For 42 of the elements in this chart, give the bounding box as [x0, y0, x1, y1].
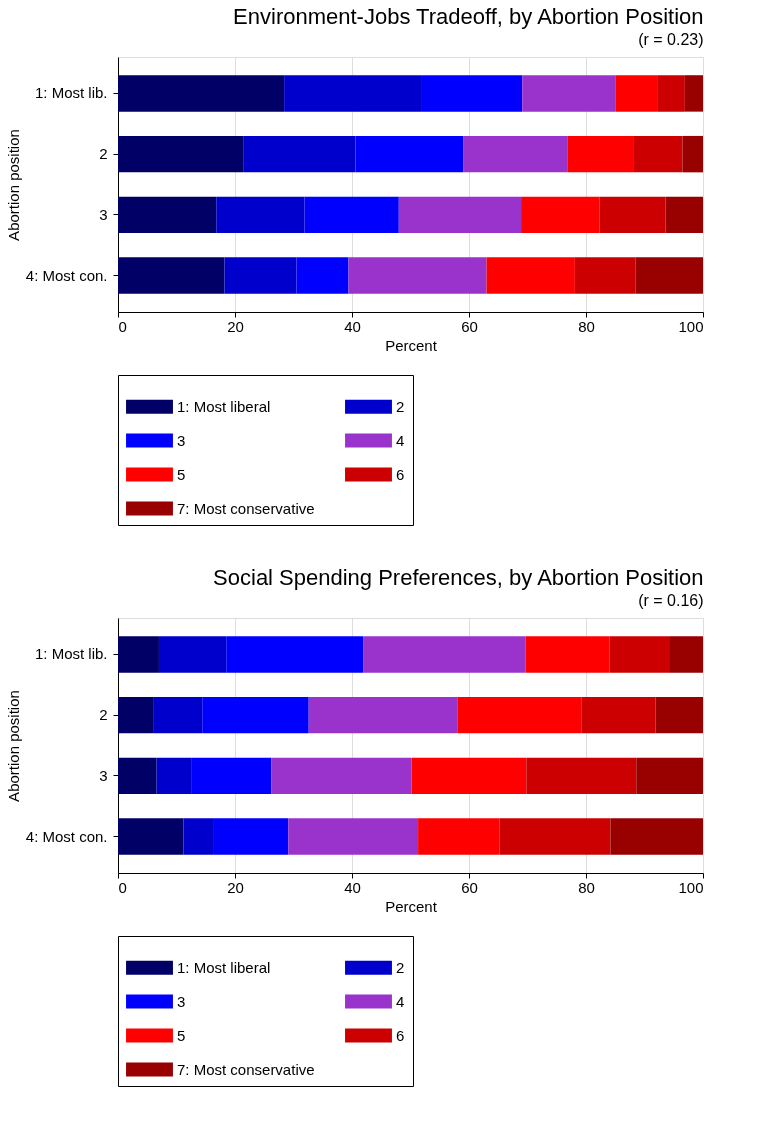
x-tick-label: 0 — [118, 878, 127, 896]
legend-label: 2 — [396, 958, 405, 976]
x-tick-label: 80 — [578, 317, 595, 335]
chart-title: Environment-Jobs Tradeoff, by Abortion Position — [233, 4, 704, 29]
x-tick-label: 100 — [678, 317, 704, 335]
legend-label: 4 — [396, 992, 405, 1010]
y-tick-label: 2 — [99, 706, 108, 724]
x-tick-label: 40 — [344, 878, 361, 896]
legend-label: 6 — [396, 1026, 405, 1044]
y-axis-title: Abortion position — [4, 690, 22, 802]
x-axis-title: Percent — [385, 336, 438, 354]
y-tick-label: 3 — [99, 766, 108, 784]
x-tick-label: 60 — [461, 317, 478, 335]
x-tick-label: 80 — [578, 878, 595, 896]
legend-label: 6 — [396, 465, 405, 483]
legend-label: 2 — [396, 397, 405, 415]
chart-title: Social Spending Preferences, by Abortion Position — [213, 565, 704, 590]
y-tick-label: 1: Most lib. — [34, 645, 108, 663]
x-tick-label: 20 — [227, 317, 244, 335]
legend-label: 3 — [177, 431, 186, 449]
y-tick-label: 1: Most lib. — [34, 84, 108, 102]
x-axis-title: Percent — [385, 897, 438, 915]
y-axis-title: Abortion position — [4, 129, 22, 241]
legend-label: 1: Most liberal — [177, 397, 271, 415]
legend-label: 7: Most conservative — [177, 499, 315, 517]
y-tick-label: 4: Most con. — [25, 827, 108, 845]
chart-subtitle: (r = 0.16) — [638, 592, 704, 609]
legend-label: 1: Most liberal — [177, 958, 271, 976]
legend-label: 5 — [177, 465, 186, 483]
legend-label: 3 — [177, 992, 186, 1010]
x-tick-label: 20 — [227, 878, 244, 896]
chart-subtitle: (r = 0.23) — [638, 31, 704, 48]
y-tick-label: 3 — [99, 205, 108, 223]
y-tick-label: 4: Most con. — [25, 266, 108, 284]
x-tick-label: 0 — [118, 317, 127, 335]
legend-label: 5 — [177, 1026, 186, 1044]
x-tick-label: 60 — [461, 878, 478, 896]
x-tick-label: 100 — [678, 878, 704, 896]
y-tick-label: 2 — [99, 145, 108, 163]
legend-label: 4 — [396, 431, 405, 449]
x-tick-label: 40 — [344, 317, 361, 335]
legend-label: 7: Most conservative — [177, 1060, 315, 1078]
